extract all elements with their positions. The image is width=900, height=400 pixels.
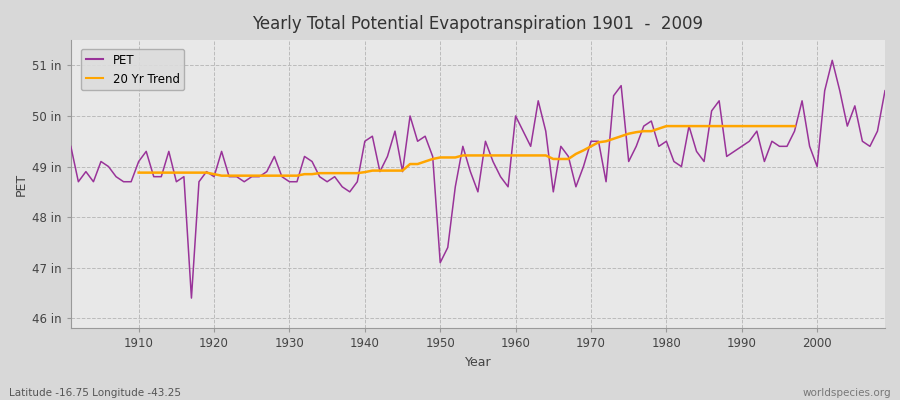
Text: Latitude -16.75 Longitude -43.25: Latitude -16.75 Longitude -43.25 [9,388,181,398]
Title: Yearly Total Potential Evapotranspiration 1901  -  2009: Yearly Total Potential Evapotranspiratio… [252,15,704,33]
Legend: PET, 20 Yr Trend: PET, 20 Yr Trend [81,49,184,90]
X-axis label: Year: Year [464,356,491,369]
Y-axis label: PET: PET [15,173,28,196]
Text: worldspecies.org: worldspecies.org [803,388,891,398]
